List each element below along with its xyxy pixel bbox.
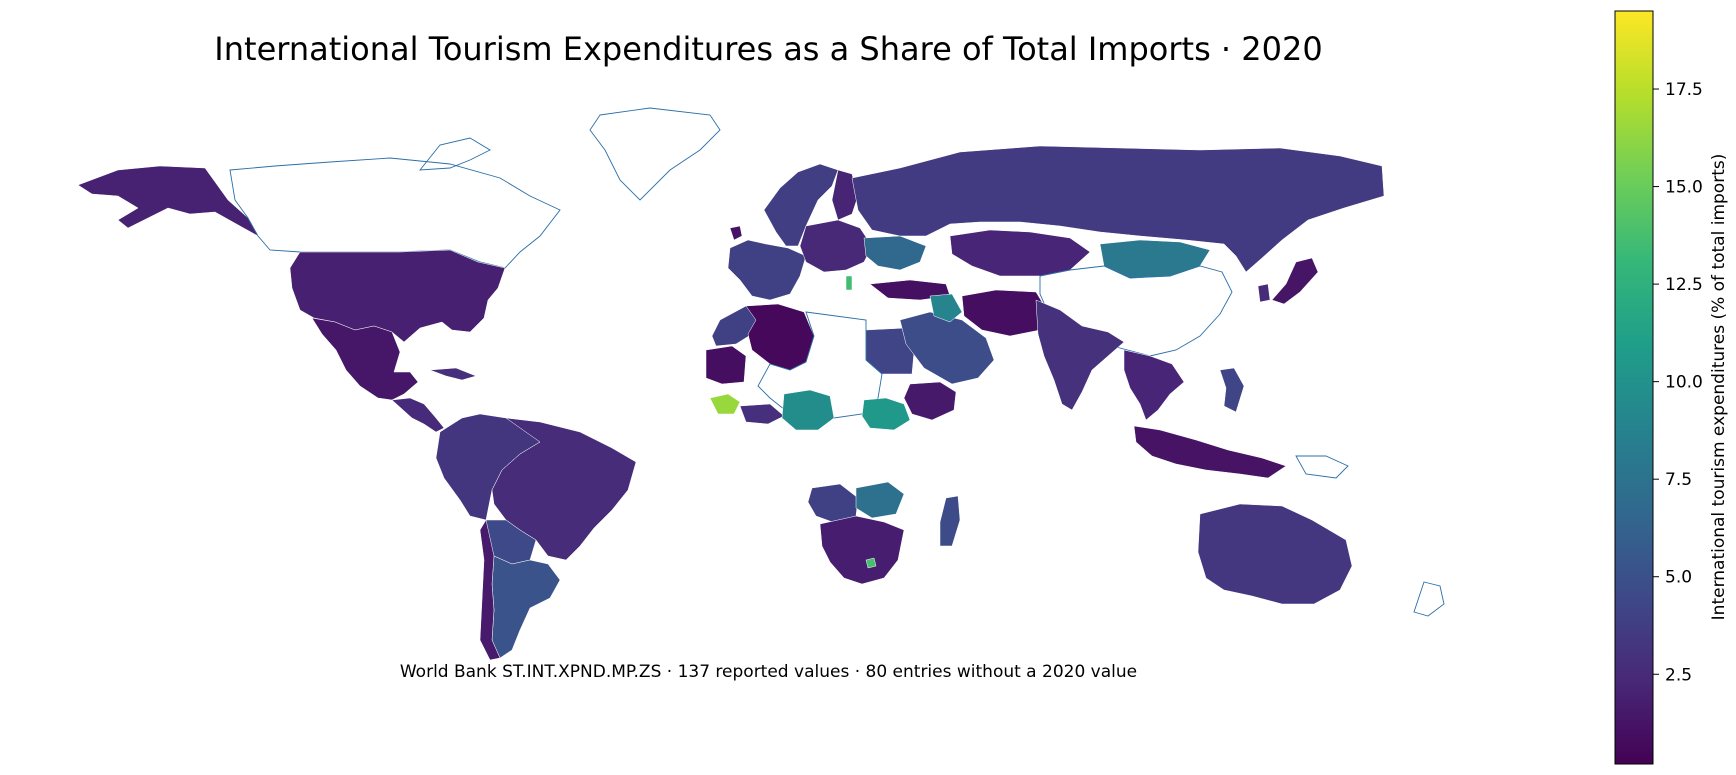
region-korea bbox=[1257, 283, 1271, 303]
chart-subtitle: World Bank ST.INT.XPND.MP.ZS · 137 repor… bbox=[399, 662, 1138, 682]
chart-title: International Tourism Expenditures as a … bbox=[214, 30, 1323, 68]
colorbar-ticks: 2.5 5.0 7.5 10.0 12.5 15.0 17.5 bbox=[1653, 80, 1703, 685]
region-chile bbox=[479, 519, 501, 661]
region-chad bbox=[861, 397, 911, 431]
region-papua-new-guinea bbox=[1295, 455, 1349, 479]
colorbar-tick-label: 15.0 bbox=[1665, 178, 1703, 198]
region-southern-africa bbox=[819, 515, 905, 585]
region-zambia bbox=[855, 481, 905, 519]
region-mauritania bbox=[705, 345, 747, 385]
colorbar-label: International tourism expenditures (% of… bbox=[1709, 154, 1729, 621]
colorbar-tick-label: 7.5 bbox=[1665, 470, 1692, 490]
region-iraq bbox=[929, 293, 963, 323]
region-alaska bbox=[77, 165, 259, 237]
region-brazil bbox=[491, 417, 637, 561]
colorbar-tick-label: 5.0 bbox=[1665, 568, 1692, 588]
region-western-europe bbox=[727, 239, 807, 301]
region-ukraine-caucasus bbox=[863, 235, 927, 271]
colorbar-tick-label: 10.0 bbox=[1665, 373, 1703, 393]
world-map bbox=[77, 107, 1445, 661]
colorbar-tick-label: 2.5 bbox=[1665, 665, 1692, 685]
region-new-zealand bbox=[1413, 581, 1445, 617]
region-ethiopia bbox=[903, 381, 957, 421]
region-canada bbox=[229, 137, 561, 269]
region-indonesia bbox=[1133, 425, 1287, 479]
region-eastern-europe bbox=[799, 219, 873, 273]
region-nigeria bbox=[781, 389, 835, 431]
region-albania bbox=[845, 275, 853, 291]
region-central-america bbox=[391, 397, 445, 433]
region-japan bbox=[1271, 257, 1319, 305]
regions-layer bbox=[77, 107, 1445, 661]
region-madagascar bbox=[939, 495, 961, 547]
region-ireland bbox=[729, 225, 743, 241]
region-finland bbox=[831, 169, 859, 221]
region-mainland-southeast-asia bbox=[1123, 349, 1185, 421]
colorbar-tick-label: 12.5 bbox=[1665, 275, 1703, 295]
region-lesotho bbox=[865, 557, 877, 569]
region-united-states bbox=[289, 249, 506, 343]
region-philippines bbox=[1219, 367, 1245, 413]
region-australia bbox=[1197, 503, 1353, 605]
colorbar-tick-label: 17.5 bbox=[1665, 80, 1703, 100]
colorbar-gradient bbox=[1614, 10, 1654, 765]
region-india bbox=[1035, 299, 1125, 411]
region-guinea bbox=[709, 393, 741, 415]
region-liberia-cote-d-ivoire bbox=[739, 403, 785, 425]
region-mexico bbox=[311, 317, 419, 401]
region-cuba bbox=[429, 367, 477, 381]
region-russia bbox=[851, 145, 1385, 273]
region-norway-sweden bbox=[763, 163, 839, 247]
region-greenland bbox=[589, 107, 721, 201]
